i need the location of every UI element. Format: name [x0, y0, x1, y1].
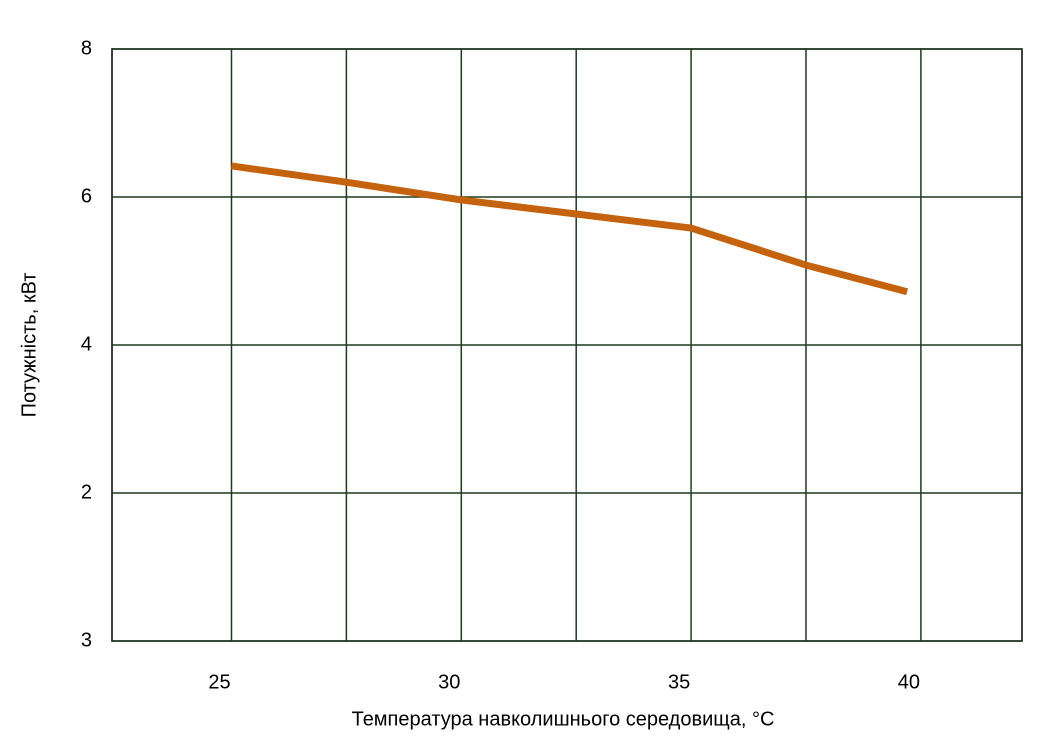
y-tick-label: 6	[81, 185, 92, 207]
x-tick-label: 35	[668, 671, 690, 693]
y-tick-label: 4	[81, 333, 92, 355]
x-tick-label: 25	[208, 671, 230, 693]
x-tick-label: 40	[898, 671, 920, 693]
y-tick-label: 3	[81, 629, 92, 651]
x-tick-label: 30	[438, 671, 460, 693]
y-tick-label: 2	[81, 481, 92, 503]
y-tick-label: 8	[81, 37, 92, 59]
x-axis-label: Температура навколишнього середовища, °C	[352, 708, 775, 730]
data-line	[231, 162, 908, 296]
y-axis-label: Потужність, кВт	[18, 273, 40, 418]
